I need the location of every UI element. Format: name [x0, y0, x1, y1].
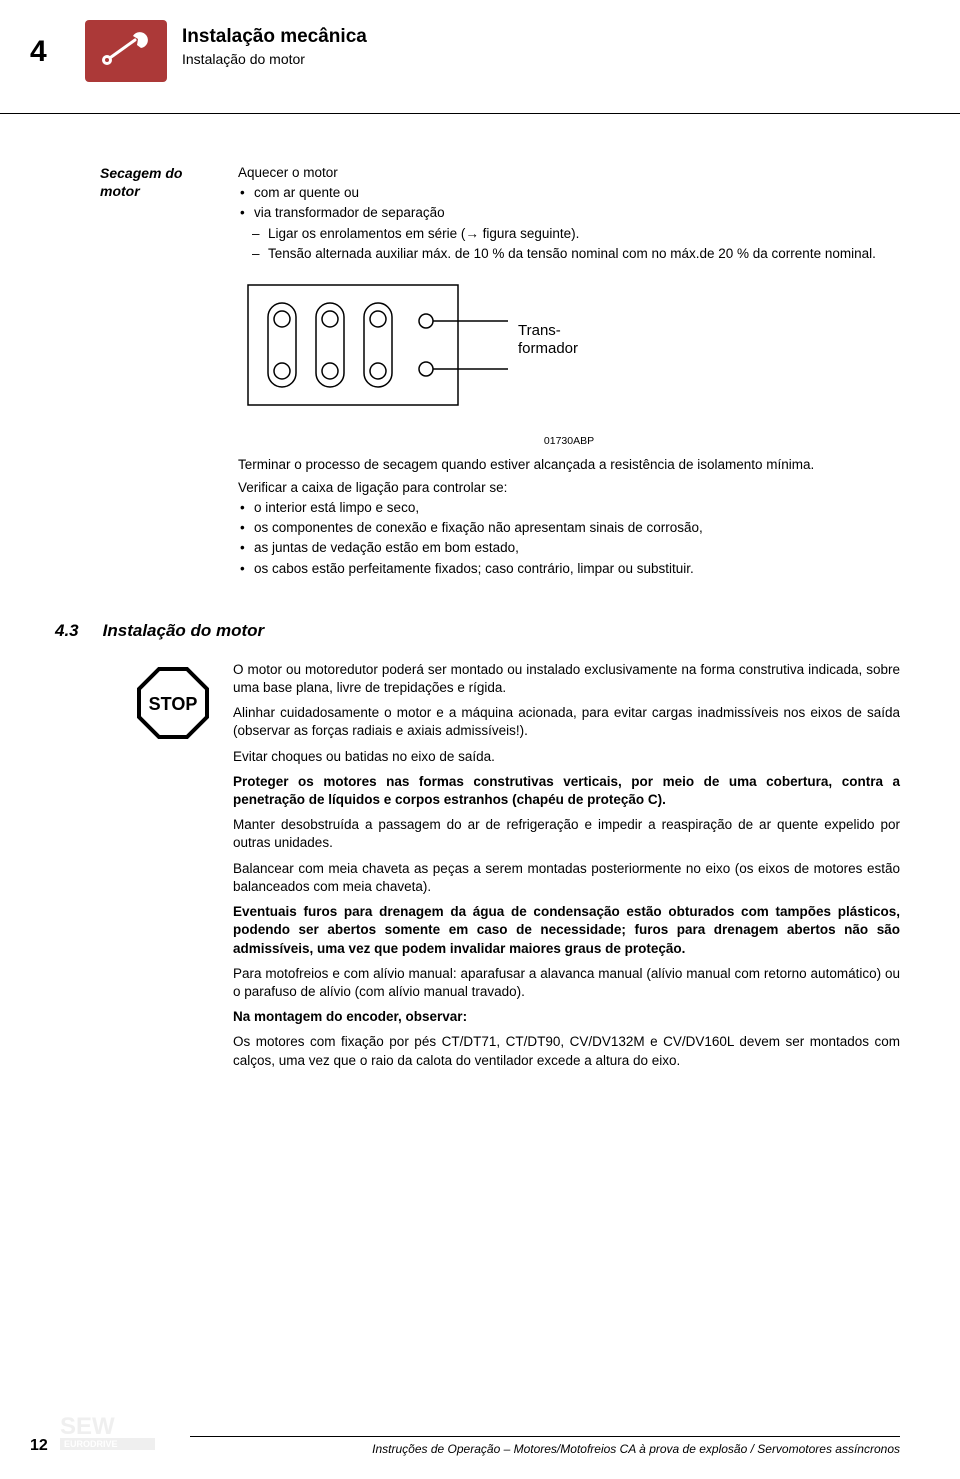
- header-title-main: Instalação mecânica: [182, 24, 367, 50]
- svg-text:formador: formador: [518, 340, 578, 357]
- stop-icon: STOP: [135, 661, 215, 1077]
- page-footer: 12 SEW EURODRIVE Instruções de Operação …: [30, 1412, 900, 1457]
- list-item: Tensão alternada auxiliar máx. de 10 % d…: [238, 245, 900, 263]
- para: Na montagem do encoder, observar:: [233, 1008, 900, 1026]
- para: Eventuais furos para drenagem da água de…: [233, 903, 900, 958]
- list-item: com ar quente ou: [238, 184, 900, 202]
- section-4-3-num: 4.3: [55, 620, 79, 643]
- svg-text:SEW: SEW: [60, 1413, 115, 1440]
- list-item: os cabos estão perfeitamente fixados; ca…: [238, 560, 900, 578]
- stop-label: STOP: [149, 694, 198, 714]
- para: Para motofreios e com alívio manual: apa…: [233, 965, 900, 1001]
- section-4-3-body: O motor ou motoredutor poderá ser montad…: [233, 661, 900, 1077]
- secagem-check-list: o interior está limpo e seco, os compone…: [238, 499, 900, 578]
- secagem-check-intro: Verificar a caixa de ligação para contro…: [238, 479, 900, 497]
- para: O motor ou motoredutor poderá ser montad…: [233, 661, 900, 697]
- header-rule: [0, 113, 960, 114]
- list-item: as juntas de vedação estão em bom estado…: [238, 539, 900, 557]
- para: Alinhar cuidadosamente o motor e a máqui…: [233, 704, 900, 740]
- secagem-dash-list: Ligar os enrolamentos em série (→ figura…: [238, 225, 900, 263]
- para: Os motores com fixação por pés CT/DT71, …: [233, 1033, 900, 1069]
- list-item: Ligar os enrolamentos em série (→ figura…: [238, 225, 900, 243]
- secagem-bullet-list: com ar quente ou via transformador de se…: [238, 184, 900, 222]
- side-label-secagem: Secagem do motor: [100, 164, 220, 580]
- list-item: via transformador de separação: [238, 204, 900, 222]
- footer-page-number: 12: [30, 1435, 48, 1457]
- page-header: 4 Instalação mecânica Instalação do moto…: [30, 20, 900, 82]
- diagram-caption: 01730ABP: [238, 434, 900, 448]
- section-4-3-heading: 4.3 Instalação do motor: [55, 620, 900, 643]
- secagem-intro: Aquecer o motor: [238, 164, 900, 182]
- list-item: o interior está limpo e seco,: [238, 499, 900, 517]
- wrench-icon: [85, 20, 167, 82]
- secagem-after-diagram: Terminar o processo de secagem quando es…: [238, 456, 900, 474]
- sew-logo: SEW EURODRIVE: [60, 1412, 170, 1457]
- transformer-diagram: Trans- formador 01730ABP: [238, 275, 900, 448]
- section-4-3-title: Instalação do motor: [103, 620, 265, 643]
- para: Proteger os motores nas formas construti…: [233, 773, 900, 809]
- svg-text:Trans-: Trans-: [518, 322, 561, 339]
- para: Evitar choques ou batidas no eixo de saí…: [233, 748, 900, 766]
- header-title-sub: Instalação do motor: [182, 50, 367, 69]
- para: Balancear com meia chaveta as peças a se…: [233, 860, 900, 896]
- section-number: 4: [30, 20, 70, 73]
- para: Manter desobstruída a passagem do ar de …: [233, 816, 900, 852]
- footer-text: Instruções de Operação – Motores/Motofre…: [190, 1436, 900, 1457]
- svg-text:EURODRIVE: EURODRIVE: [64, 1439, 118, 1449]
- list-item: os componentes de conexão e fixação não …: [238, 519, 900, 537]
